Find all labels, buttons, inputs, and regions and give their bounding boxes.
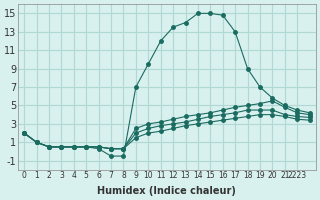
X-axis label: Humidex (Indice chaleur): Humidex (Indice chaleur): [98, 186, 236, 196]
